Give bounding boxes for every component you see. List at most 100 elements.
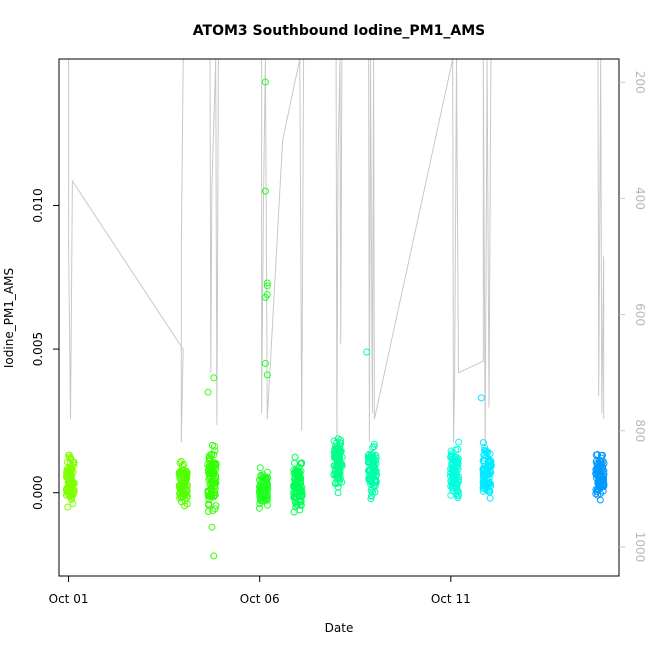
data-point [335,457,343,464]
data-point [208,441,216,449]
data-point [448,471,456,479]
data-point [64,467,72,475]
data-point [208,523,216,531]
data-point [293,479,301,487]
data-point [333,445,341,452]
y2-tick-label: 200 [633,71,647,94]
data-point [486,494,494,502]
data-point [291,475,299,482]
data-point [593,469,601,477]
data-point [336,467,344,474]
data-point [372,451,380,459]
data-point [210,492,218,499]
data-point [367,481,375,489]
data-point [64,503,72,511]
data-point [263,282,271,290]
data-point [595,462,603,470]
x-tick-label: Oct 01 [49,592,89,606]
data-point [370,460,378,468]
data-point [210,469,218,477]
data-point [447,491,455,499]
data-point [334,489,342,497]
data-point [595,485,603,493]
data-point [257,484,265,492]
data-point [67,474,75,482]
x-axis-label: Date [325,621,354,635]
x-tick-label: Oct 11 [431,592,471,606]
data-point [255,504,263,512]
y-axis-label: Iodine_PM1_AMS [2,268,16,368]
data-point [175,482,183,490]
data-point [176,459,184,467]
data-point [296,501,304,509]
data-point [261,360,269,367]
data-point [263,279,271,287]
data-point [204,508,212,515]
data-point [290,469,298,477]
data-point [454,445,462,453]
data-point [292,482,300,490]
data-point [181,472,189,479]
data-point [449,479,457,487]
data-point [599,482,606,490]
data-point [486,470,494,478]
data-point [205,500,213,508]
data-point [448,484,456,492]
data-point [291,459,298,467]
y-axis: 0.000 0.005 0.010 [31,188,59,510]
data-point [210,552,218,560]
data-point [66,453,74,461]
chart-title: ATOM3 Southbound Iodine_PM1_AMS [193,23,485,39]
data-point [369,444,377,452]
data-point [209,507,217,514]
data-point [363,348,371,356]
altitude-track-layer [68,58,605,449]
data-point [370,465,378,472]
data-point [370,443,378,451]
data-point [182,491,190,499]
data-point [212,502,220,510]
y-tick-label: 0.010 [31,188,45,222]
data-point [368,451,376,459]
data-point [204,388,212,396]
data-point [484,461,492,469]
data-point [264,501,271,509]
data-point [205,463,213,471]
y-tick-label: 0.005 [31,332,45,366]
data-point [482,485,490,493]
data-point [180,489,188,497]
data-point [261,293,269,301]
data-point [368,492,375,500]
y2-tick-label: 400 [633,187,647,210]
data-point [262,489,270,497]
data-point [261,78,269,86]
data-point [183,484,191,491]
data-point [479,479,487,487]
data-point [450,467,458,475]
data-point [70,488,78,496]
data-point [263,371,271,379]
y-tick-label: 0.000 [31,476,45,510]
data-point [259,497,267,505]
data-points-layer [62,78,608,560]
data-point [177,457,185,465]
data-point [209,459,217,467]
data-point [210,374,218,382]
data-point [296,506,304,514]
x-axis: Oct 01 Oct 06 Oct 11 [49,575,471,606]
data-point [370,440,378,448]
data-point [263,475,271,483]
data-point [592,490,600,498]
data-point [297,460,304,467]
y2-tick-label: 1000 [633,532,647,563]
data-point [454,465,462,473]
data-point [371,476,379,484]
data-point [69,500,77,508]
data-point [447,465,455,473]
data-point [595,465,603,473]
data-point [455,473,463,481]
x-tick-label: Oct 06 [240,592,280,606]
data-point [599,487,607,495]
data-point [372,473,380,480]
